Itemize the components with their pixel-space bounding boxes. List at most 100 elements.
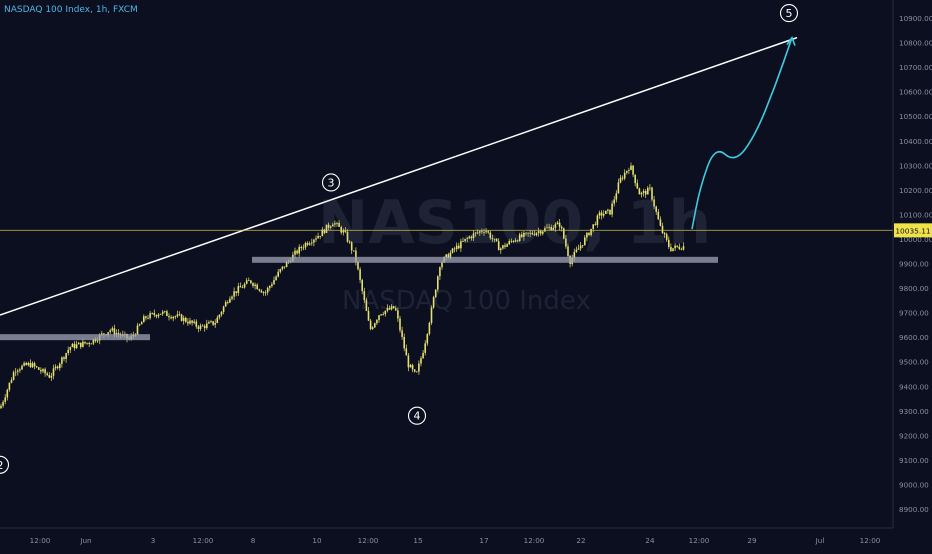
time-tick-label: 12:00 [358,536,379,545]
candle-body [317,235,319,239]
candle-body [447,254,450,259]
candle-body [157,314,160,317]
candle-body [151,313,153,314]
candle-body [306,242,309,245]
candle-body [361,279,363,292]
candle-body [458,245,460,249]
candle-body [424,343,426,353]
candle-body [277,271,279,277]
candle-body [231,296,233,299]
wave-label: 2 [0,459,4,472]
candles-layer [0,162,685,409]
price-tick-label: 9700.00 [899,309,929,318]
candle-body [657,211,660,220]
candle-body [512,241,515,242]
candle-body [227,302,229,303]
candle-body [185,317,187,322]
candle-body [405,348,408,356]
candle-body [14,371,17,373]
candle-body [390,306,393,310]
candle-body [567,246,569,256]
candle-body [92,339,95,344]
candle-body [397,310,399,319]
candle-body [323,229,326,233]
candle-body [430,307,433,323]
price-axis [893,0,932,550]
candle-body [285,261,288,268]
candle-body [153,313,156,315]
support-zone [0,334,150,341]
candle-body [279,269,282,272]
candle-body [17,370,19,372]
candle-body [546,227,548,229]
candle-body [216,317,219,324]
candle-body [670,246,672,251]
candle-body [640,192,643,195]
candle-body [319,235,321,237]
candle-body [516,240,519,242]
candle-body [229,298,231,303]
candle-body [90,343,93,345]
candle-body [327,224,330,228]
candle-body [311,242,313,244]
candle-body [682,246,685,250]
candle-body [432,297,435,308]
candle-body [382,314,384,315]
projection-path [691,37,793,230]
candle-body [623,172,626,179]
candle-body [237,286,240,293]
symbol-title[interactable]: NASDAQ 100 Index, 1h, FXCM [4,5,138,15]
candle-body [174,316,177,318]
candle-body [420,358,422,364]
candle-body [367,310,370,321]
candle-body [401,330,403,337]
candle-body [197,326,200,329]
candle-body [518,234,521,242]
candle-body [269,286,271,288]
candle-body [44,369,46,374]
candle-body [218,314,221,318]
candle-body [300,246,303,249]
candle-body [61,357,63,364]
candle-body [164,311,166,313]
candle-body [107,332,109,335]
candle-body [180,314,183,321]
candle-body [464,238,466,242]
price-tick-label: 9300.00 [899,407,929,416]
candle-body [374,323,376,328]
candle-body [474,232,477,234]
candle-body [544,228,546,232]
candle-body [350,242,353,251]
trendline [0,36,798,316]
price-tick-label: 10800.00 [899,39,932,48]
candle-body [56,366,59,369]
candle-body [388,308,391,310]
price-tick-label: 9400.00 [899,382,929,391]
candle-body [596,215,599,225]
candle-body [434,289,437,298]
candle-body [355,250,357,262]
candle-body [168,316,170,318]
candle-body [504,245,506,247]
candle-body [678,246,681,249]
candle-body [441,262,443,268]
candle-body [445,254,447,258]
candle-body [27,362,30,366]
candle-body [468,236,471,239]
candle-body [254,284,256,286]
candle-body [411,364,414,370]
candle-body [403,336,405,349]
candle-body [665,234,668,240]
price-tick-label: 10900.00 [899,14,932,23]
candle-body [176,314,179,317]
candle-body [395,308,397,311]
time-tick-label: 12:00 [860,536,881,545]
price-tick-label: 10000.00 [899,235,932,244]
candle-body [264,292,267,294]
candle-body [182,317,185,321]
candle-body [195,321,198,327]
candle-body [201,325,204,327]
candle-body [560,226,563,229]
time-tick-label: 8 [251,536,256,545]
candle-body [644,191,647,195]
